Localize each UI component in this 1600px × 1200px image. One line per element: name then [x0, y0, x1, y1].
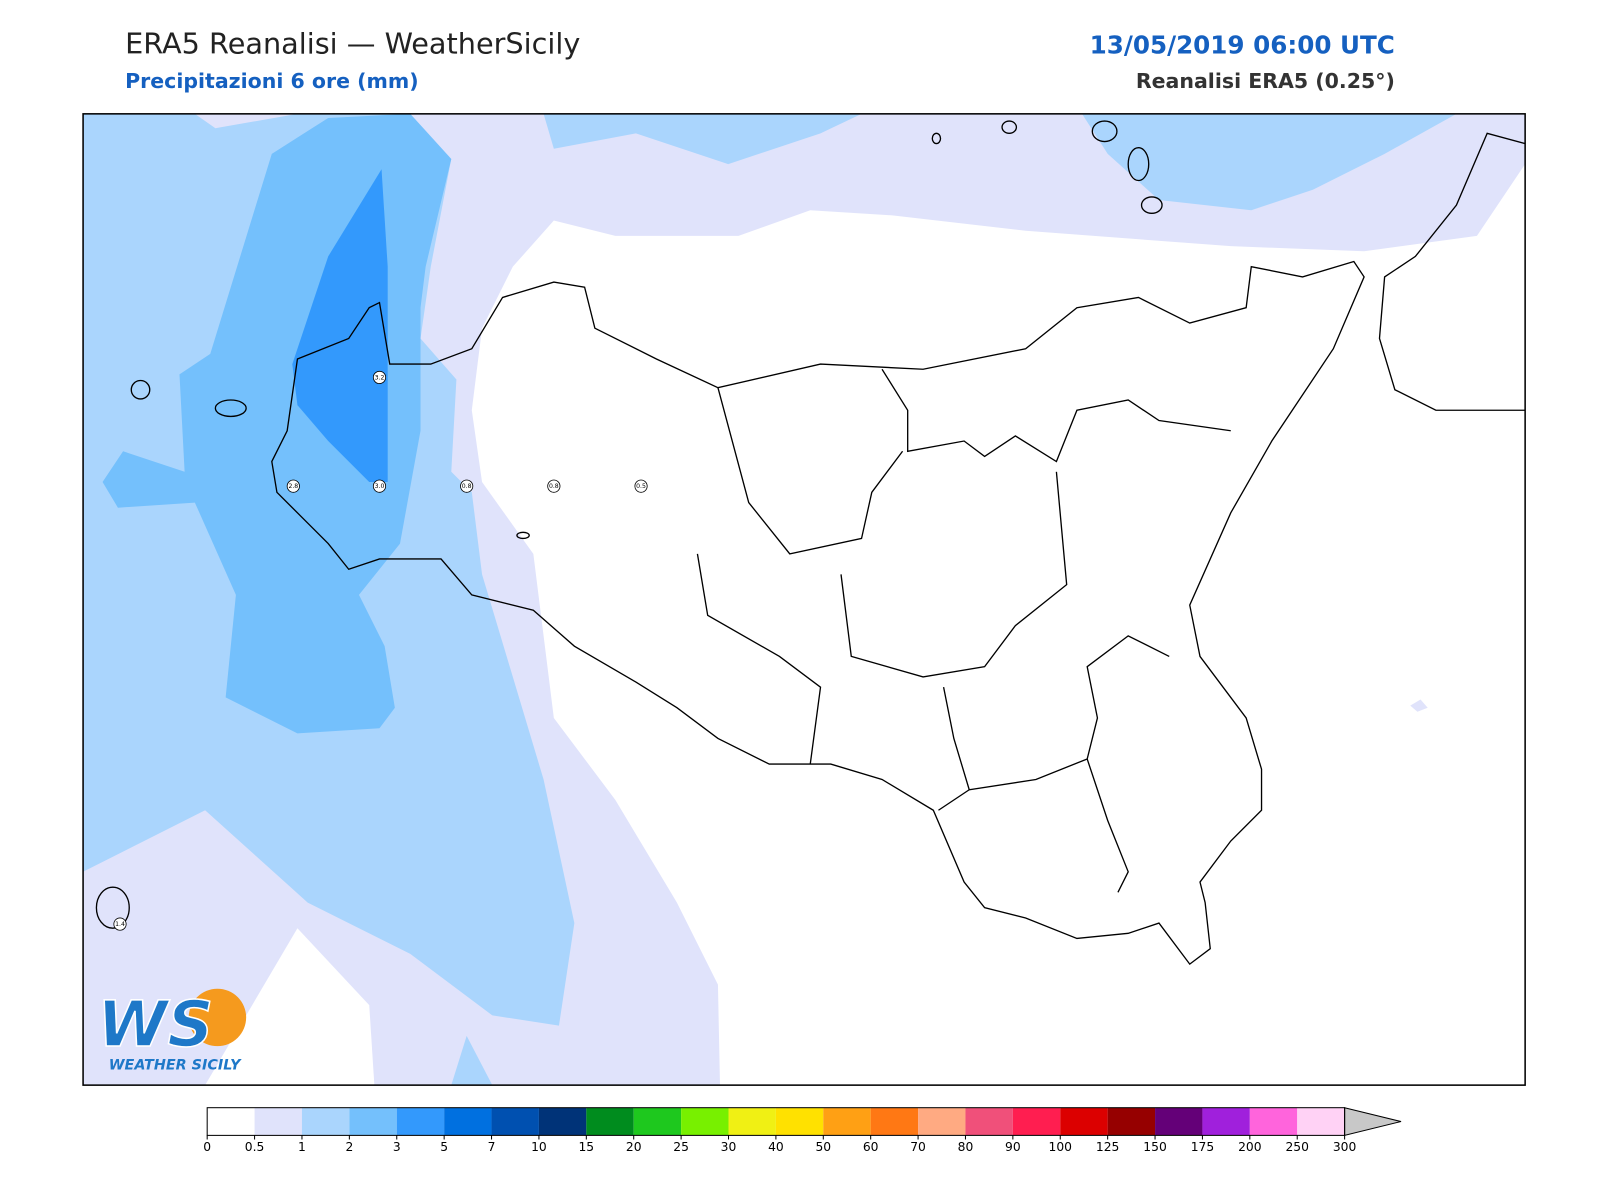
colorbar-label: 250 [1285, 1140, 1308, 1154]
colorbar-bin [1297, 1107, 1345, 1136]
colorbar-label: 40 [768, 1140, 784, 1154]
station-value: 3.2 [375, 374, 385, 381]
title: ERA5 Reanalisi — WeatherSicily [125, 26, 580, 60]
source: Reanalisi ERA5 (0.25°) [1136, 69, 1395, 93]
colorbar-bin [1060, 1107, 1108, 1136]
colorbar-bin [1155, 1107, 1203, 1136]
coastlines [95, 120, 1526, 966]
precip-area [1082, 113, 1457, 211]
colorbar-label: 150 [1143, 1140, 1166, 1154]
colorbar-bin [681, 1107, 729, 1136]
colorbar-label: 15 [578, 1140, 594, 1154]
precip-level-3 [292, 169, 388, 483]
map-frame [82, 113, 1526, 1086]
colorbar-label: 30 [721, 1140, 737, 1154]
colorbar-label: 0 [203, 1140, 211, 1154]
colorbar-label: 10 [531, 1140, 547, 1154]
station-value: 0.8 [462, 483, 472, 490]
colorbar-bin [254, 1107, 302, 1136]
colorbar-bin [1107, 1107, 1156, 1136]
precip-area [451, 1035, 493, 1086]
logo-sun [188, 988, 247, 1047]
colorbar-bin [870, 1107, 919, 1136]
precip-area [543, 113, 862, 165]
station-value: 0.5 [636, 483, 646, 490]
colorbar-bin [396, 1107, 445, 1136]
dry-patch [205, 928, 375, 1086]
station-value: 1.4 [115, 921, 125, 928]
station-value: 0.8 [549, 483, 559, 490]
colorbar-label: 7 [488, 1140, 496, 1154]
colorbar-label: 5 [440, 1140, 448, 1154]
colorbar-bin [207, 1107, 255, 1136]
station-values: 3.2 2.8 3.0 0.8 0.8 0.5 1.4 [113, 370, 648, 931]
colorbar-label: 100 [1049, 1140, 1072, 1154]
colorbar-label: 175 [1191, 1140, 1214, 1154]
colorbar-bin [1249, 1107, 1298, 1136]
colorbar-extend [1344, 1107, 1402, 1137]
colorbar-label: 1 [298, 1140, 306, 1154]
colorbar-bin [1012, 1107, 1061, 1136]
colorbar-bin [301, 1107, 350, 1136]
colorbar-label: 80 [958, 1140, 974, 1154]
logo-text: WEATHER SICILY [109, 1058, 242, 1074]
colorbar-bin [823, 1107, 871, 1136]
colorbar-label: 20 [626, 1140, 642, 1154]
colorbar: 0 0.5 1 2 3 5 7 10 15 20 25 30 40 50 60 70 80 90 100 125 150… [203, 1107, 1402, 1154]
colorbar-bin [586, 1107, 634, 1136]
precip-area [1410, 699, 1428, 712]
colorbar-label: 200 [1238, 1140, 1261, 1154]
colorbar-bin [775, 1107, 824, 1136]
colorbar-label: 300 [1333, 1140, 1356, 1154]
station-value: 3.0 [375, 483, 385, 490]
colorbar-bin [538, 1107, 587, 1136]
subtitle: Precipitazioni 6 ore (mm) [125, 69, 418, 93]
logo: WS WEATHER SICILY [97, 986, 247, 1074]
colorbar-label: 60 [863, 1140, 879, 1154]
colorbar-label: 125 [1096, 1140, 1119, 1154]
colorbar-bin [491, 1107, 539, 1136]
station-value: 2.8 [288, 483, 298, 490]
colorbar-label: 50 [815, 1140, 831, 1154]
colorbar-label: 90 [1005, 1140, 1021, 1154]
colorbar-label: 0.5 [245, 1140, 265, 1154]
colorbar-bin [633, 1107, 682, 1136]
colorbar-label: 3 [393, 1140, 401, 1154]
colorbar-bin [728, 1107, 776, 1136]
colorbar-bin [918, 1107, 966, 1136]
colorbar-bin [444, 1107, 492, 1136]
colorbar-label: 70 [910, 1140, 926, 1154]
logo-mark: WS [97, 987, 213, 1061]
colorbar-bin [349, 1107, 397, 1136]
colorbar-bin [965, 1107, 1013, 1136]
colorbar-label: 2 [345, 1140, 353, 1154]
datetime: 13/05/2019 06:00 UTC [1090, 30, 1395, 59]
map-area: 3.2 2.8 3.0 0.8 0.8 0.5 1.4 WS WEATHER S… [83, 113, 1526, 1086]
colorbar-label: 25 [673, 1140, 689, 1154]
colorbar-bin [1202, 1107, 1250, 1136]
